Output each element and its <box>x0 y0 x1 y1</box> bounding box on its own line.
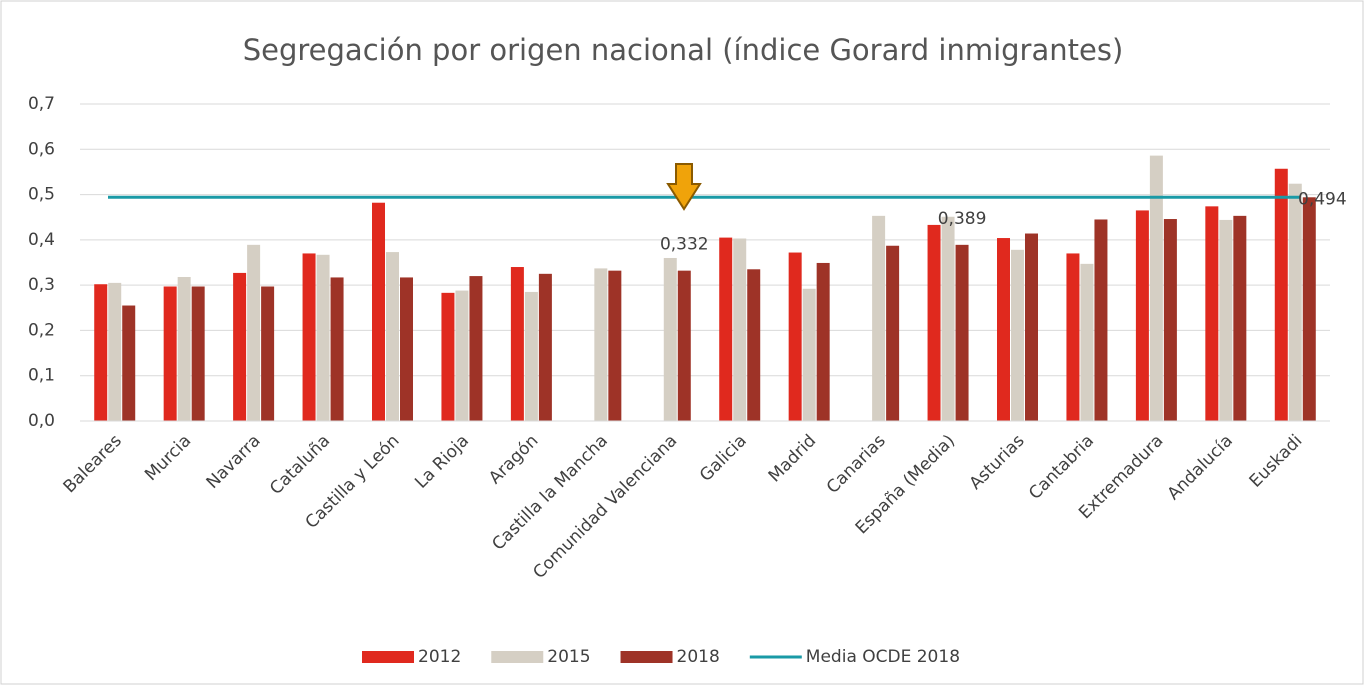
bar <box>1135 210 1149 421</box>
data-label: 0,332 <box>660 235 709 255</box>
bar <box>316 254 330 421</box>
bar <box>177 276 191 421</box>
bar <box>1219 219 1233 421</box>
bar <box>1288 183 1302 421</box>
bar <box>1274 168 1288 421</box>
bar <box>1094 219 1108 421</box>
bar <box>927 224 941 421</box>
legend-label: 2012 <box>418 647 461 667</box>
y-tick-label: 0,4 <box>28 230 55 250</box>
bar <box>261 286 275 421</box>
bar <box>302 253 316 421</box>
bar <box>247 244 261 421</box>
bar <box>997 238 1010 421</box>
bar <box>1163 219 1177 421</box>
bar <box>1011 249 1024 421</box>
y-tick-label: 0,3 <box>28 275 55 295</box>
legend-swatch <box>620 651 673 663</box>
bar <box>955 244 969 421</box>
bar <box>816 262 830 421</box>
bar <box>747 269 761 421</box>
bar <box>455 290 469 421</box>
bar <box>1233 215 1247 421</box>
bar <box>886 245 900 421</box>
bar <box>1025 233 1038 421</box>
bar <box>108 282 122 421</box>
bar <box>788 252 802 421</box>
arrow-annotation <box>666 163 702 211</box>
bar <box>524 291 538 421</box>
legend-label: Media OCDE 2018 <box>806 647 960 667</box>
bar <box>400 277 413 421</box>
reference-label: 0,494 <box>1298 189 1347 209</box>
bar <box>441 292 455 421</box>
bar <box>719 237 733 421</box>
bar <box>802 288 816 421</box>
data-label: 0,389 <box>938 209 987 229</box>
bar <box>94 284 108 421</box>
bar <box>872 215 886 421</box>
legend-swatch <box>491 651 544 663</box>
legend-label: 2015 <box>547 647 590 667</box>
bar <box>122 305 136 421</box>
bar <box>372 202 385 421</box>
y-tick-label: 0,5 <box>28 185 55 205</box>
bar <box>386 252 399 421</box>
legend: 2012 2015 2018 Media OCDE 2018 <box>362 647 960 667</box>
bar <box>191 286 205 421</box>
bar <box>733 238 747 421</box>
bar <box>1149 155 1163 421</box>
bar <box>330 277 344 421</box>
legend-swatch <box>362 651 414 663</box>
y-tick-label: 0,1 <box>28 366 55 386</box>
bar <box>538 273 552 421</box>
bar <box>469 276 483 421</box>
y-tick-label: 0,6 <box>28 139 55 159</box>
legend-label: 2018 <box>677 647 720 667</box>
bar <box>1302 197 1316 421</box>
bar <box>677 270 691 421</box>
bar <box>1066 253 1080 421</box>
bar <box>163 286 177 421</box>
y-tick-label: 0,7 <box>28 94 55 114</box>
y-tick-label: 0,0 <box>28 411 55 431</box>
bar <box>608 270 622 421</box>
bar <box>941 216 955 421</box>
y-tick-label: 0,2 <box>28 320 55 340</box>
chart-title: Segregación por origen nacional (índice … <box>243 33 1124 67</box>
bar <box>1205 206 1219 421</box>
bar <box>510 267 524 421</box>
bar <box>594 268 608 421</box>
bar <box>233 272 247 421</box>
bar <box>1080 263 1094 421</box>
bar <box>663 257 677 421</box>
